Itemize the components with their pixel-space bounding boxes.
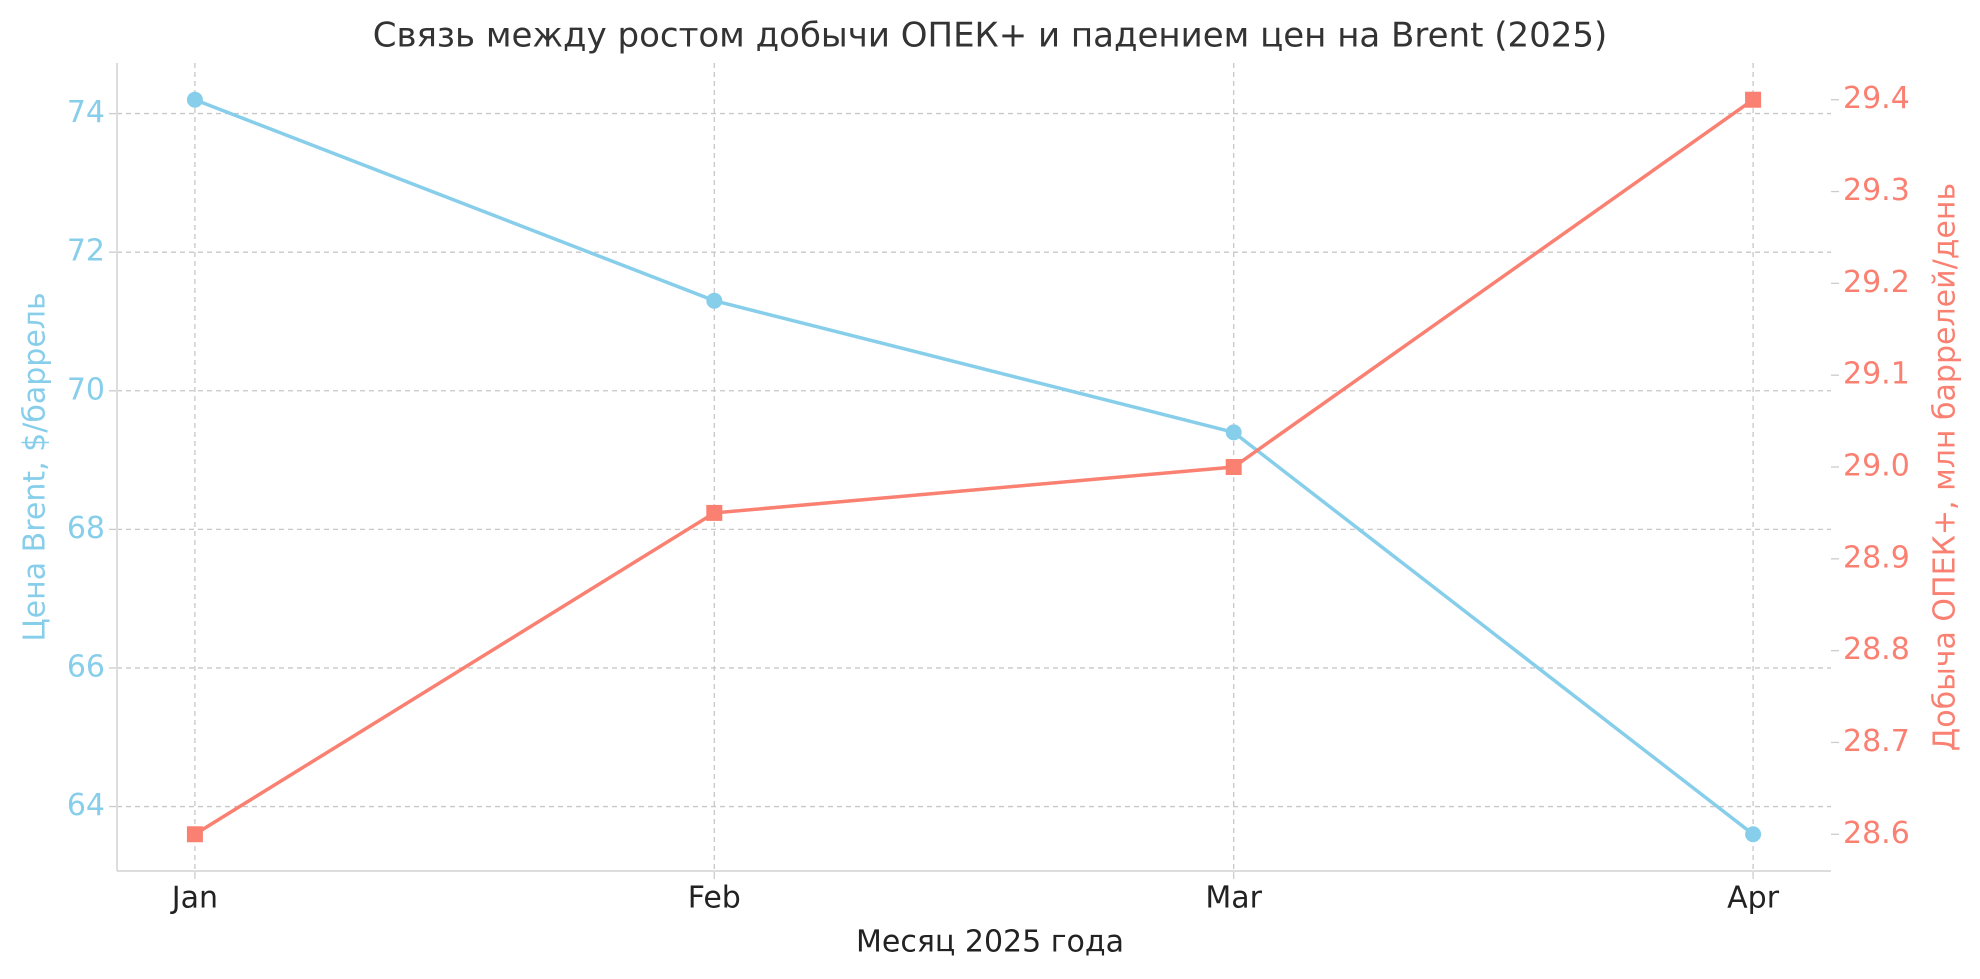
x-axis-label: Месяц 2025 года (856, 925, 1124, 960)
y-tick-label: 72 (67, 234, 105, 269)
x-tick-label: Apr (1727, 881, 1780, 916)
y2-tick-label: 29.4 (1843, 81, 1910, 116)
series-line (194, 98, 1755, 836)
y2-tick-label: 29.0 (1843, 449, 1910, 484)
y2-tick-label: 28.8 (1843, 632, 1910, 667)
point (706, 504, 723, 521)
point (706, 292, 723, 309)
y-tick-label: 70 (67, 372, 105, 407)
y-tick-label: 68 (67, 511, 105, 546)
y-tick-label: 66 (67, 649, 105, 684)
point (1745, 91, 1762, 108)
point (1745, 826, 1762, 843)
series-line (193, 98, 1755, 836)
point (1225, 424, 1242, 441)
y2-axis-label: Добыча ОПЕК+, млн баррелей/день (1928, 183, 1963, 751)
y-tick-label: 64 (67, 788, 105, 823)
y2-tick-label: 28.9 (1843, 540, 1910, 575)
y-tick-label: 74 (67, 95, 105, 130)
x-tick-label: Mar (1205, 881, 1262, 916)
point (186, 91, 203, 108)
x-tick-label: Jan (170, 881, 218, 916)
chart-title: Связь между ростом добычи ОПЕК+ и падени… (373, 16, 1608, 56)
x-tick-label: Feb (688, 881, 741, 916)
point (1225, 459, 1242, 475)
point (186, 826, 203, 843)
y2-tick-label: 29.3 (1843, 173, 1910, 208)
y2-tick-label: 28.6 (1843, 816, 1910, 851)
y2-tick-label: 29.1 (1843, 357, 1910, 392)
y-axis-label: Цена Brent, $/баррель (18, 292, 53, 641)
y2-tick-label: 28.7 (1843, 724, 1910, 759)
y2-tick-label: 29.2 (1843, 265, 1910, 300)
